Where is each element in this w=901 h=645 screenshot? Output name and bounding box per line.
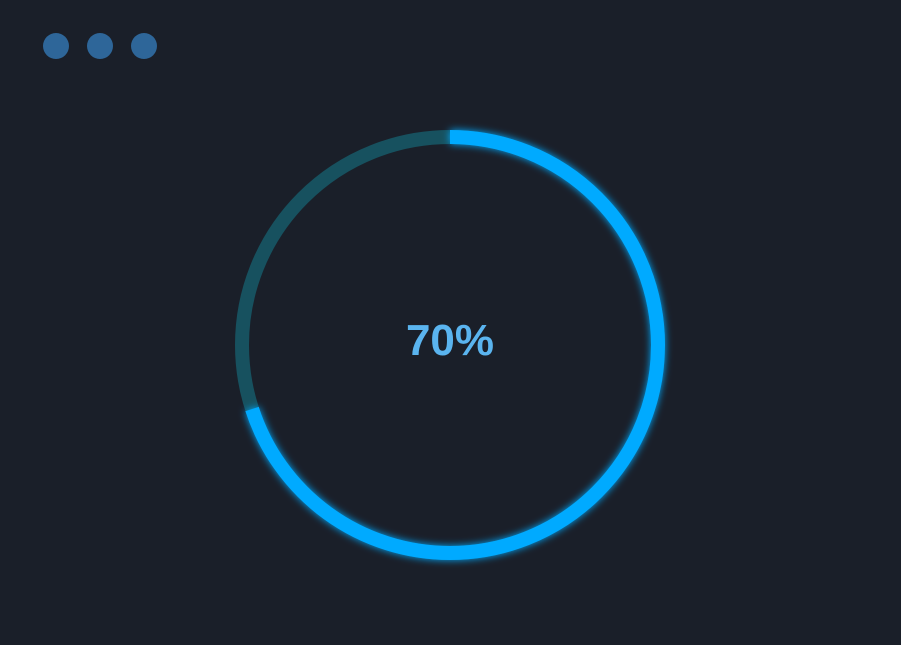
window-dot-2[interactable] (87, 33, 113, 59)
progress-percent-label: 70% (405, 316, 495, 365)
window-dot-1[interactable] (43, 33, 69, 59)
window-controls (43, 33, 157, 59)
window-dot-3[interactable] (131, 33, 157, 59)
progress-arc (235, 130, 665, 560)
